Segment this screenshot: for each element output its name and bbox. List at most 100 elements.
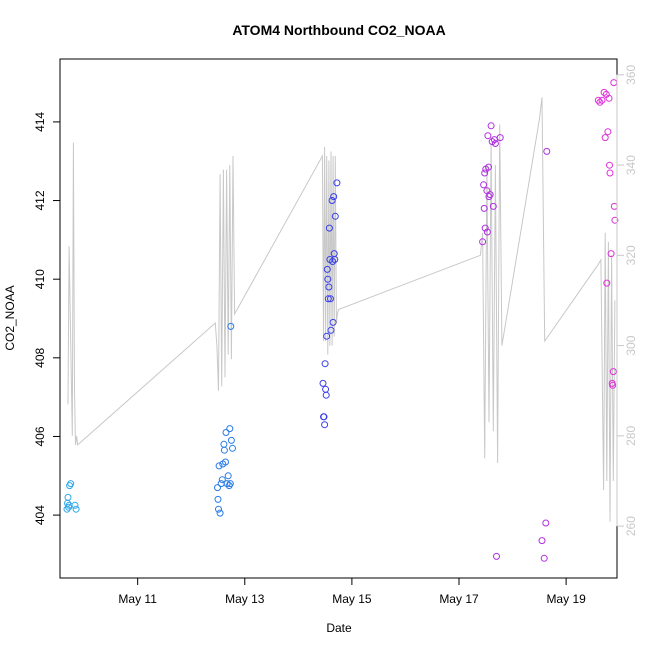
y-axis: 404 406 408 410 412 414: [33, 112, 61, 525]
x-tick-label: May 17: [439, 592, 479, 606]
data-point: [542, 519, 550, 527]
chart-title: ATOM4 Northbound CO2_NOAA: [232, 22, 445, 38]
data-point: [606, 161, 613, 169]
data-point: [322, 385, 330, 393]
data-point: [485, 163, 492, 171]
y-tick-label: 404: [33, 505, 47, 525]
data-point: [481, 224, 489, 232]
x-tick-label: May 13: [225, 592, 265, 606]
data-point: [222, 458, 229, 466]
data-point: [480, 181, 488, 189]
y-axis-label: CO2_NOAA: [3, 285, 17, 350]
data-point: [324, 295, 332, 303]
data-point: [609, 368, 617, 376]
y-tick-label: 406: [33, 426, 47, 446]
data-point: [603, 279, 611, 287]
data-point: [484, 132, 492, 140]
data-point: [609, 381, 617, 389]
data-point: [321, 421, 329, 429]
data-point: [330, 193, 338, 201]
data-point: [606, 169, 614, 177]
y2-tick-label: 340: [624, 155, 638, 175]
data-point: [227, 322, 235, 330]
data-point: [214, 495, 222, 503]
data-point: [611, 216, 619, 224]
data-point: [493, 552, 500, 560]
x-tick-label: May 15: [332, 592, 372, 606]
x-axis: May 11 May 13 May 15 May 17 May 19: [118, 577, 586, 606]
data-point: [226, 480, 234, 488]
data-point: [223, 480, 231, 488]
data-point: [605, 94, 613, 102]
data-point: [328, 197, 336, 204]
data-point: [218, 476, 226, 484]
data-point: [486, 191, 494, 199]
data-point: [594, 96, 602, 104]
data-point: [331, 256, 339, 263]
data-point: [543, 147, 551, 155]
x-tick-label: May 19: [546, 592, 586, 606]
data-point: [489, 202, 497, 210]
data-point: [226, 425, 234, 433]
data-point: [217, 480, 225, 488]
data-point: [325, 283, 333, 291]
data-point: [215, 505, 222, 513]
y-tick-label: 414: [33, 112, 47, 132]
x-tick-label: May 11: [118, 592, 157, 606]
data-point: [331, 212, 339, 220]
data-point: [72, 505, 80, 513]
data-point: [607, 250, 615, 258]
data-point: [229, 444, 236, 452]
data-point: [600, 88, 608, 96]
plot-frame: [59, 58, 618, 579]
data-point: [220, 440, 228, 448]
data-point: [480, 204, 488, 212]
data-points-group: [63, 79, 619, 562]
data-point: [227, 436, 235, 444]
data-point: [540, 554, 548, 562]
data-point: [596, 98, 604, 106]
data-point: [601, 134, 609, 142]
data-point: [216, 509, 224, 517]
data-point: [322, 391, 330, 399]
y2-tick-label: 300: [624, 335, 638, 355]
data-point: [491, 140, 499, 147]
data-point: [325, 224, 333, 232]
data-point: [479, 238, 487, 246]
data-point: [327, 295, 334, 303]
data-point: [333, 179, 341, 187]
secondary-line-group: [67, 97, 616, 522]
y2-axis: 260 280 300 320 340 360: [616, 64, 638, 536]
data-point: [321, 360, 329, 368]
data-point: [220, 446, 228, 454]
data-point: [320, 413, 328, 421]
secondary-series-line: [67, 97, 616, 522]
y-tick-label: 412: [33, 190, 47, 210]
data-point: [224, 472, 232, 480]
data-point: [610, 79, 618, 87]
data-point: [67, 480, 75, 488]
data-point: [222, 429, 230, 436]
data-point: [483, 228, 491, 236]
data-point: [323, 265, 331, 273]
data-point: [71, 501, 79, 509]
data-point: [598, 96, 606, 104]
data-point: [487, 122, 495, 130]
data-point: [329, 258, 337, 265]
data-point: [481, 169, 489, 177]
data-point: [604, 128, 612, 136]
data-point: [329, 318, 337, 326]
data-point: [319, 379, 327, 387]
data-point: [327, 326, 335, 334]
data-point: [323, 332, 331, 340]
data-point: [214, 484, 221, 492]
y2-tick-label: 260: [624, 516, 638, 536]
x-axis-label: Date: [326, 621, 352, 635]
y2-tick-label: 320: [624, 245, 638, 265]
data-point: [64, 493, 72, 501]
data-point: [215, 462, 223, 470]
data-point: [496, 134, 504, 142]
y-tick-label: 410: [33, 269, 47, 289]
data-point: [324, 275, 332, 283]
